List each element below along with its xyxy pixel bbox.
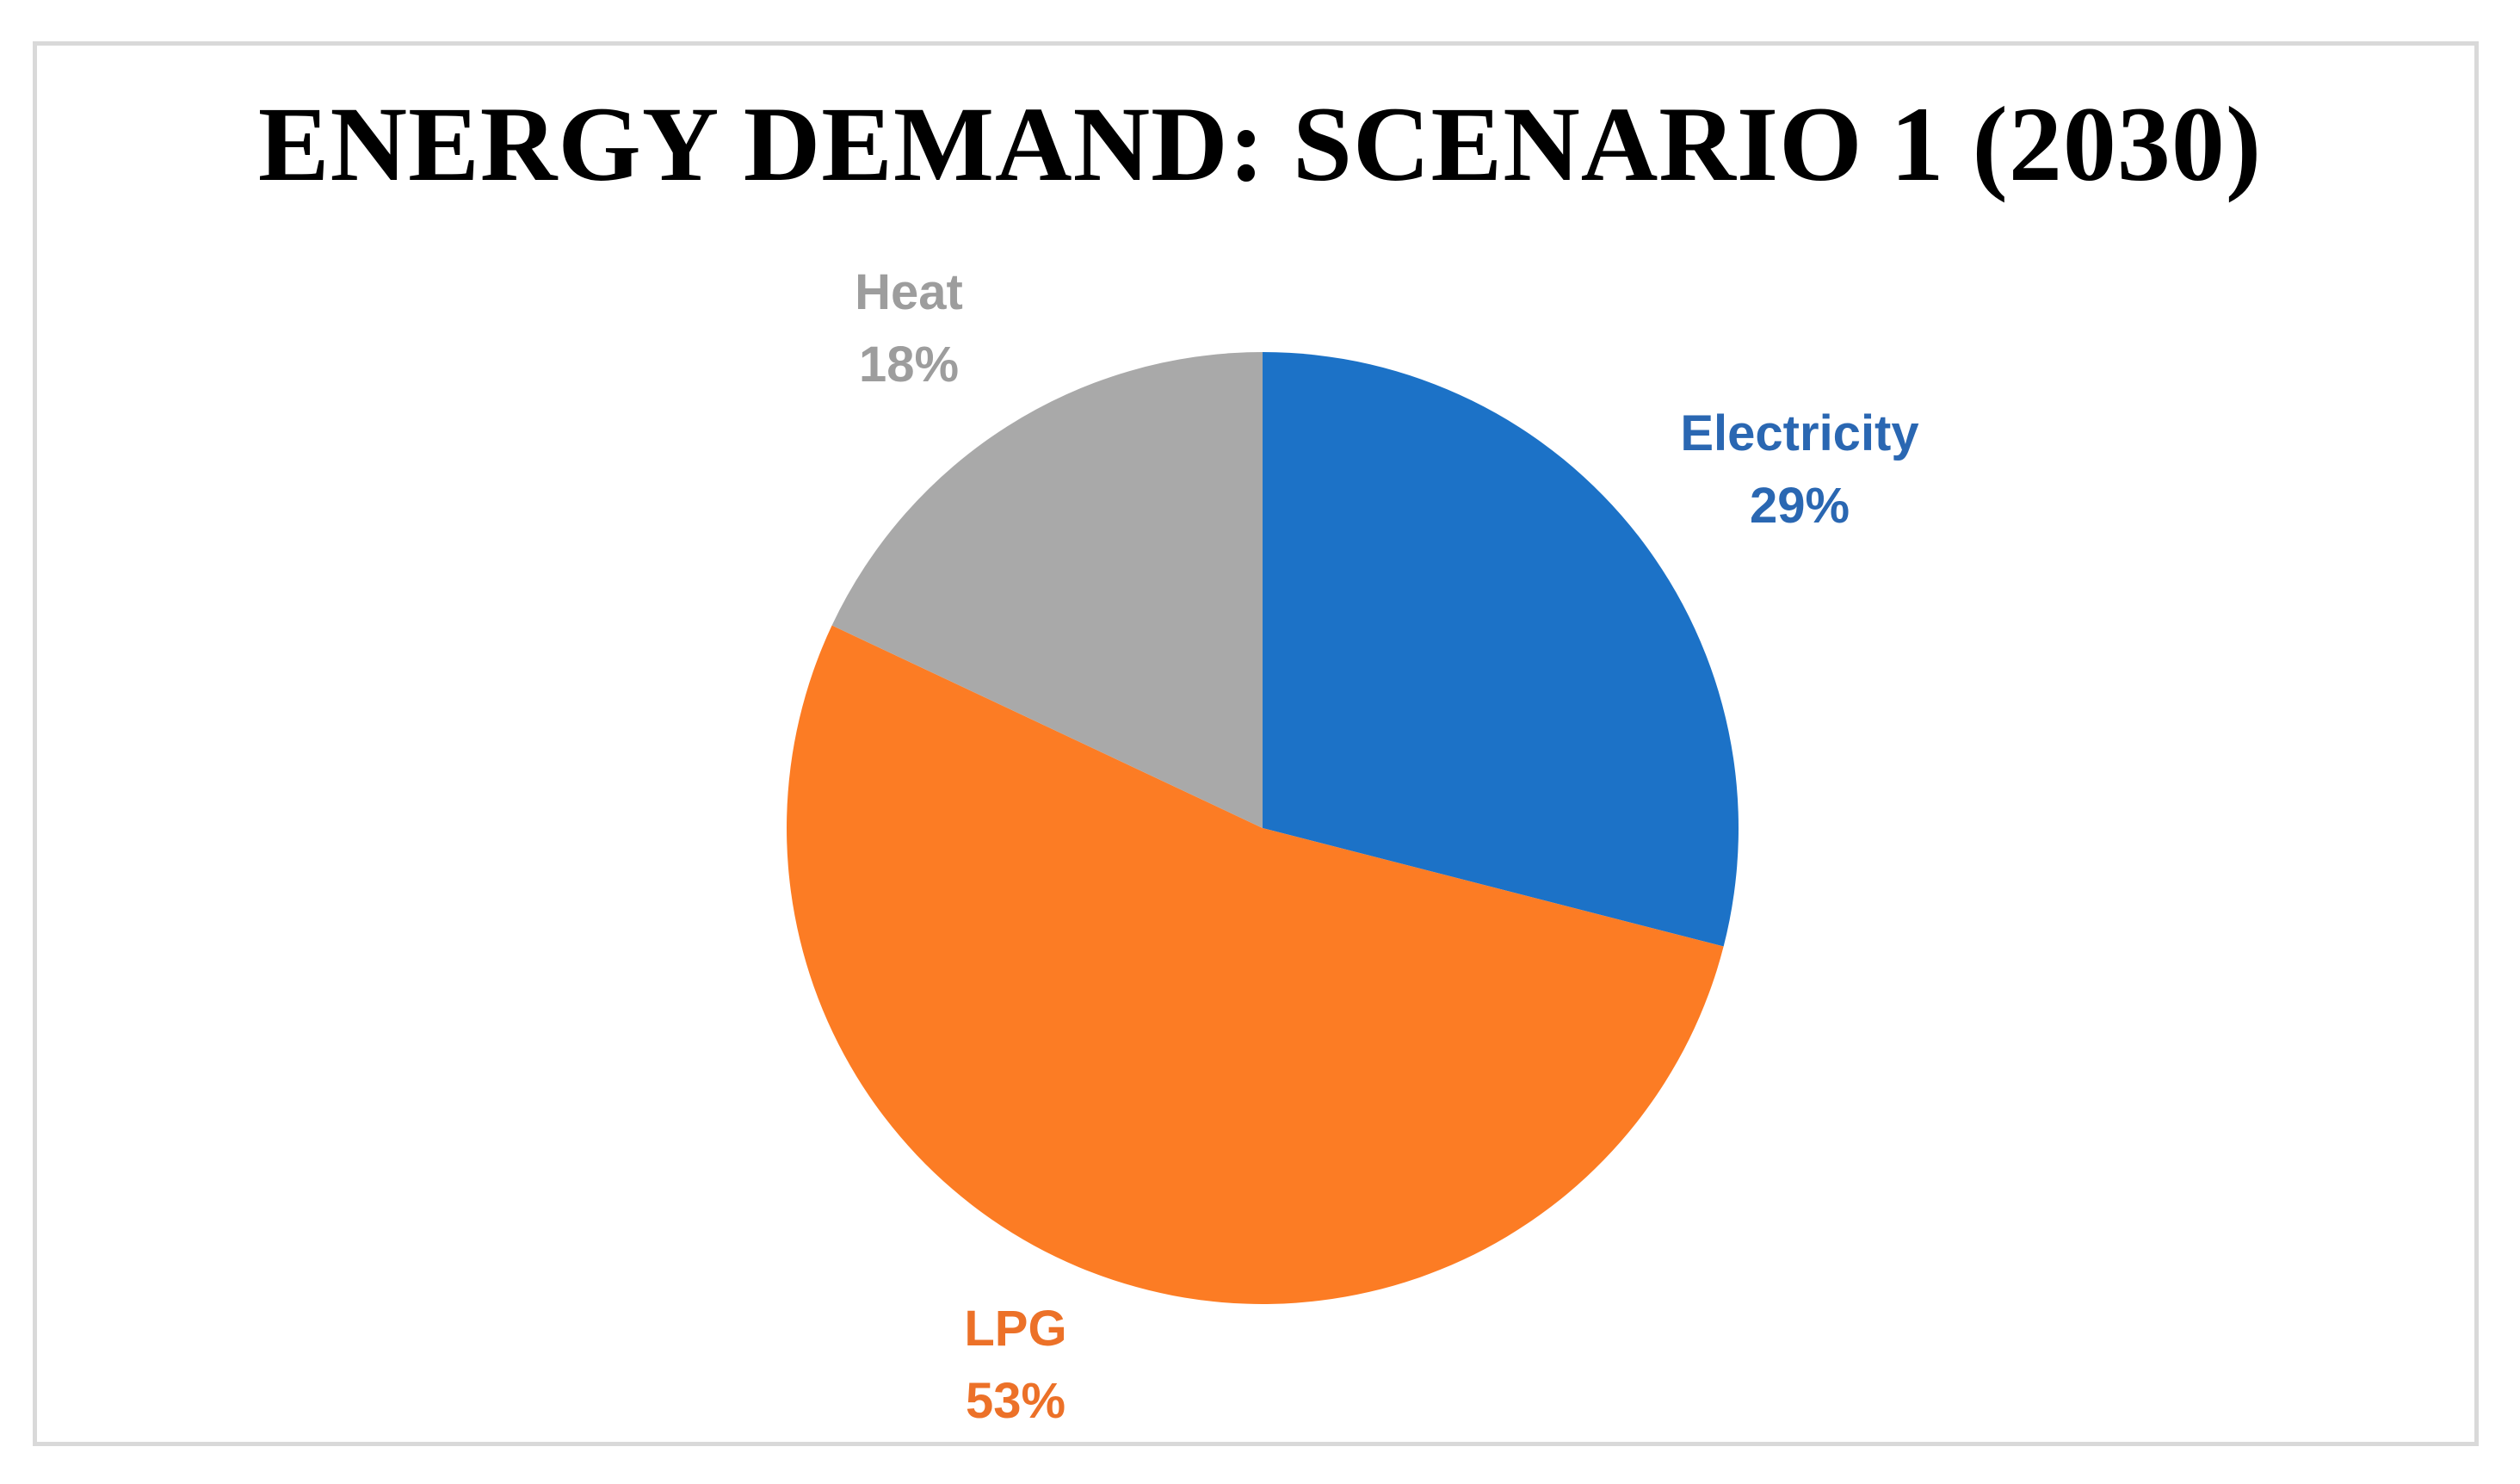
data-label-electricity: Electricity 29% xyxy=(1680,398,1918,542)
data-label-heat-percent: 18% xyxy=(858,337,960,393)
data-label-lpg-percent: 53% xyxy=(965,1373,1066,1429)
data-label-heat: Heat 18% xyxy=(855,257,963,401)
data-label-lpg-category: LPG xyxy=(964,1301,1067,1357)
data-label-electricity-category: Electricity xyxy=(1680,405,1919,461)
data-label-lpg: LPG 53% xyxy=(964,1293,1066,1438)
pie-slice-electricity xyxy=(1263,352,1739,947)
pie-slice-heat xyxy=(831,352,1263,828)
pie-slice-lpg xyxy=(787,625,1724,1304)
data-label-heat-category: Heat xyxy=(855,264,963,320)
data-label-electricity-percent: 29% xyxy=(1749,478,1850,534)
chart-title: ENERGY DEMAND: SCENARIO 1 (2030) xyxy=(257,85,2263,203)
